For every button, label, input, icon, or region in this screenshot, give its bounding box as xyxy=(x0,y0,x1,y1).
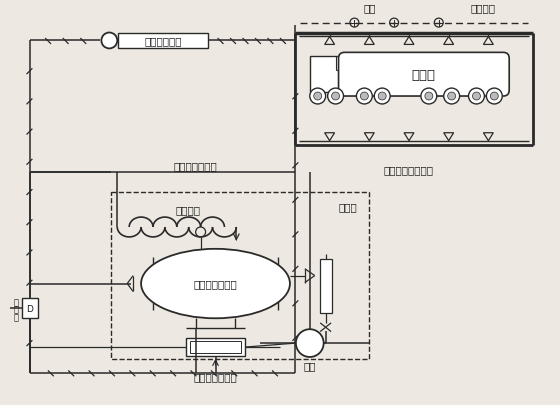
Bar xyxy=(118,34,208,49)
Bar xyxy=(186,338,245,356)
Circle shape xyxy=(473,93,480,101)
Circle shape xyxy=(421,89,437,105)
Text: 雨: 雨 xyxy=(13,297,18,306)
Text: D: D xyxy=(26,304,34,313)
Bar xyxy=(190,341,241,353)
Circle shape xyxy=(314,93,321,101)
Circle shape xyxy=(356,89,372,105)
Circle shape xyxy=(310,89,326,105)
Circle shape xyxy=(328,89,343,105)
Circle shape xyxy=(469,89,484,105)
Ellipse shape xyxy=(141,249,290,318)
Text: 信号放大装置: 信号放大装置 xyxy=(144,36,181,46)
Text: 泡沫站: 泡沫站 xyxy=(338,202,357,212)
Text: 囊式泡沫液储罐: 囊式泡沫液储罐 xyxy=(194,279,237,289)
Text: 落地雾化泡沫喷头: 落地雾化泡沫喷头 xyxy=(384,165,434,175)
Circle shape xyxy=(444,89,460,105)
Circle shape xyxy=(487,89,502,105)
Circle shape xyxy=(378,93,386,101)
Circle shape xyxy=(425,93,433,101)
Circle shape xyxy=(332,93,339,101)
Bar xyxy=(111,193,369,359)
Text: 水: 水 xyxy=(315,333,321,343)
Bar xyxy=(310,57,347,93)
Text: 油槽车: 油槽车 xyxy=(412,68,436,81)
Text: 泡沫喷头: 泡沫喷头 xyxy=(471,3,496,13)
Circle shape xyxy=(361,93,368,101)
Text: 阀: 阀 xyxy=(13,313,18,322)
Circle shape xyxy=(374,89,390,105)
Text: 探头: 探头 xyxy=(363,3,376,13)
Text: 泡沫混合液管线: 泡沫混合液管线 xyxy=(174,161,217,171)
Circle shape xyxy=(447,93,456,101)
Bar xyxy=(22,299,38,318)
FancyBboxPatch shape xyxy=(339,53,509,97)
Circle shape xyxy=(101,34,117,49)
Text: 辅助软管: 辅助软管 xyxy=(176,205,201,215)
Text: 泡沫比例混合器: 泡沫比例混合器 xyxy=(194,371,237,381)
Text: 水泵: 水泵 xyxy=(304,360,316,370)
Circle shape xyxy=(491,93,498,101)
Bar xyxy=(320,259,332,313)
Text: 淋: 淋 xyxy=(13,305,18,314)
Text: A: A xyxy=(105,36,113,46)
Circle shape xyxy=(296,329,324,357)
